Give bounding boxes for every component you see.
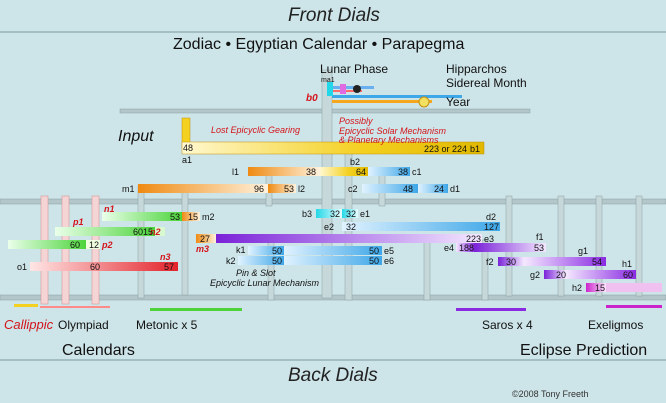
gear-label-b2: b2 (350, 157, 361, 167)
teeth-o1: 60 (90, 262, 101, 272)
gear-label-e1: e1 (360, 209, 371, 219)
gear-label-e5: e5 (384, 246, 395, 256)
gear-label-e4: e4 (444, 243, 455, 253)
eclipse-prediction-label: Eclipse Prediction (520, 342, 648, 359)
gear-label-e2: e2 (324, 222, 335, 232)
gear-label-m3: m3 (196, 244, 210, 254)
calendars-label: Calendars (62, 342, 135, 359)
possibly-label: Possibly (339, 116, 373, 126)
teeth-e1: 32 (346, 209, 357, 219)
teeth-l1: 38 (306, 167, 317, 177)
teeth-m3: 27 (200, 234, 211, 244)
teeth-n2: 15 (143, 227, 154, 237)
gear-label-p1: p1 (73, 217, 84, 227)
gear-label-l2: l2 (298, 184, 306, 194)
gear-label-c2: c2 (348, 184, 358, 194)
teeth-m2: 15 (188, 212, 199, 222)
saros-label: Saros x 4 (482, 318, 533, 332)
back-dials-title: Back Dials (288, 365, 378, 386)
gear-label-e3: e3 (484, 234, 495, 244)
teeth-b1: 223 or 224 (424, 144, 468, 154)
teeth-c2: 48 (403, 184, 414, 194)
teeth-p2: 60 (70, 240, 81, 250)
gear-label-p2: p2 (102, 240, 113, 250)
planetary-mechanism-label: & Planetary Mechanisms (339, 135, 439, 145)
gear-label-d2: d2 (486, 212, 497, 222)
pin-slot-label: Pin & Slot (236, 268, 276, 278)
copyright-text: ©2008 Tony Freeth (512, 389, 589, 399)
gear-label-ma1: ma1 (321, 77, 335, 84)
metonic-label: Metonic x 5 (136, 318, 198, 332)
gear-label-d1: d1 (450, 184, 461, 194)
teeth-d2: 127 (484, 222, 500, 232)
teeth-f1: 53 (534, 243, 545, 253)
teeth-k1: 50 (272, 246, 283, 256)
callippic-label: Callippic (4, 317, 54, 332)
teeth-e2: 32 (346, 222, 357, 232)
teeth-g2: 20 (556, 270, 567, 280)
gear-label-c1: c1 (412, 167, 422, 177)
input-label: Input (118, 128, 154, 145)
gear-label-g1: g1 (578, 246, 589, 256)
teeth-a1: 48 (183, 143, 194, 153)
lost-gearing-label: Lost Epicyclic Gearing (211, 125, 301, 135)
gear-label-m2: m2 (202, 212, 215, 222)
gear-label-n1: n1 (104, 204, 115, 214)
teeth-k2: 50 (272, 256, 283, 266)
teeth-p1: 60 (133, 227, 144, 237)
gear-label-h2: h2 (572, 283, 583, 293)
teeth-h2: 15 (595, 283, 606, 293)
sidereal-month-label: Sidereal Month (446, 76, 527, 90)
teeth-c1: 38 (398, 167, 409, 177)
gear-label-o1: o1 (17, 262, 28, 272)
teeth-e3: 223 (466, 234, 482, 244)
teeth-m1: 96 (254, 184, 265, 194)
gear-label-b3: b3 (302, 209, 313, 219)
teeth-g1: 54 (592, 257, 603, 267)
gear-label-b1: b1 (470, 144, 481, 154)
solar-mechanism-label: Epicyclic Solar Mechanism (339, 126, 447, 136)
olympiad-label: Olympiad (58, 318, 109, 332)
teeth-f2: 30 (506, 257, 517, 267)
gear-label-a1: a1 (182, 155, 193, 165)
gear-label-e6: e6 (384, 256, 395, 266)
gear-label-h1: h1 (622, 259, 633, 269)
gear-label-f2: f2 (486, 257, 494, 267)
gear-label-l1: l1 (232, 167, 240, 177)
hipparchos-label: Hipparchos (446, 62, 507, 76)
teeth-e4: 188 (459, 243, 475, 253)
teeth-e6: 50 (369, 256, 380, 266)
teeth-b2: 64 (356, 167, 367, 177)
gear-label-b0: b0 (306, 93, 318, 104)
lunar-mechanism-label: Epicyclic Lunar Mechanism (210, 278, 320, 288)
front-dials-title: Front Dials (288, 5, 380, 26)
lunar-phase-label: Lunar Phase (320, 62, 389, 76)
front-dials-subtitle: Zodiac • Egyptian Calendar • Parapegma (173, 36, 465, 53)
gear-label-f1: f1 (536, 232, 544, 242)
gear-label-k1: k1 (236, 245, 246, 255)
gear-label-g2: g2 (530, 270, 541, 280)
teeth-p2b: 12 (89, 240, 100, 250)
teeth-e5: 50 (369, 246, 380, 256)
teeth-b3: 32 (330, 209, 341, 219)
gear-label-n2: n2 (150, 227, 161, 237)
year-label: Year (446, 95, 471, 109)
teeth-n1: 53 (170, 212, 181, 222)
gear-label-m1: m1 (122, 184, 135, 194)
exeligmos-label: Exeligmos (588, 318, 644, 332)
gear-label-n3: n3 (160, 252, 171, 262)
teeth-l2: 53 (284, 184, 295, 194)
gear-label-k2: k2 (226, 256, 236, 266)
teeth-h1: 60 (623, 270, 634, 280)
teeth-n3: 57 (164, 262, 175, 272)
teeth-d1: 24 (434, 184, 445, 194)
